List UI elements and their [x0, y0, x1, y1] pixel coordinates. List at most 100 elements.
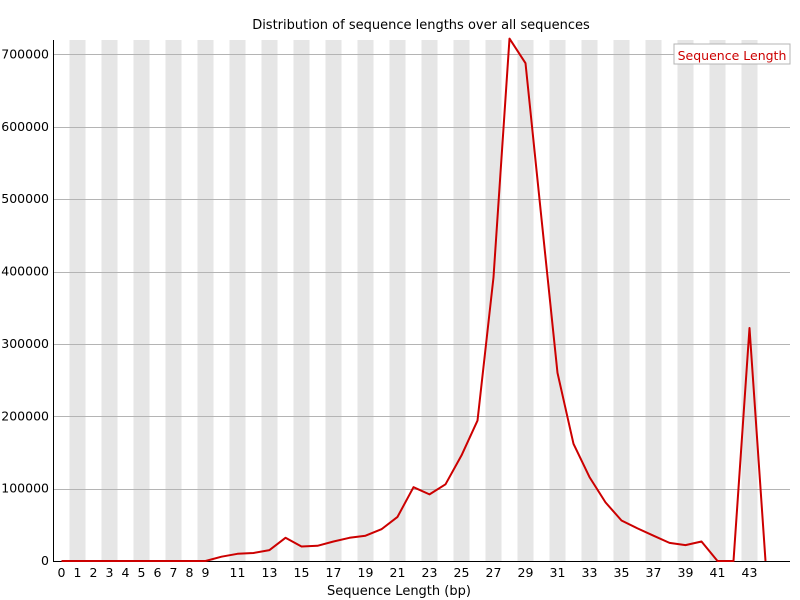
column-bands	[69, 40, 758, 561]
data-point	[509, 38, 511, 40]
data-point	[429, 493, 431, 495]
legend-box	[673, 43, 791, 65]
data-point	[765, 560, 767, 562]
column-band	[165, 40, 182, 561]
column-band	[421, 40, 438, 561]
x-tick-label: 8	[186, 565, 194, 580]
x-tick-label: 6	[154, 565, 162, 580]
x-tick-label: 29	[518, 565, 534, 580]
data-point	[413, 486, 415, 488]
column-band	[581, 40, 598, 561]
column-band	[133, 40, 150, 561]
data-point	[285, 537, 287, 539]
data-point	[253, 552, 255, 554]
column-band	[485, 40, 502, 561]
legend-label: Sequence Length	[678, 48, 787, 63]
x-tick-label: 21	[390, 565, 406, 580]
data-point	[157, 560, 159, 562]
x-tick-label: 33	[582, 565, 598, 580]
data-point	[77, 560, 79, 562]
data-point	[749, 327, 751, 329]
data-point	[653, 535, 655, 537]
data-point	[493, 276, 495, 278]
x-axis-ticks: 0 1 2 3 4 5 6 7 8 9 11 13 15 17 19 21 23 25 27 29 31 33 35 37 39…	[58, 565, 758, 580]
column-band	[613, 40, 630, 561]
data-point	[141, 560, 143, 562]
y-tick-label: 0	[41, 553, 49, 568]
column-band	[101, 40, 118, 561]
column-band	[197, 40, 214, 561]
data-point	[173, 560, 175, 562]
column-band	[69, 40, 86, 561]
x-tick-label: 17	[326, 565, 342, 580]
data-point	[205, 560, 207, 562]
legend: Sequence Length	[673, 43, 791, 65]
x-tick-label: 15	[294, 565, 310, 580]
data-point	[109, 560, 111, 562]
column-band	[293, 40, 310, 561]
x-tick-label: 27	[486, 565, 502, 580]
x-tick-label: 3	[106, 565, 114, 580]
column-band	[325, 40, 342, 561]
data-point	[237, 553, 239, 555]
data-point	[525, 62, 527, 64]
x-tick-label: 11	[230, 565, 246, 580]
series-line-sequence-length	[61, 37, 767, 562]
data-point	[445, 483, 447, 485]
data-point	[685, 544, 687, 546]
data-point	[637, 527, 639, 529]
data-point	[717, 560, 719, 562]
data-point	[269, 549, 271, 551]
data-point	[333, 540, 335, 542]
data-point	[621, 519, 623, 521]
y-tick-label: 700000	[1, 46, 49, 61]
column-band	[357, 40, 374, 561]
data-point	[397, 516, 399, 518]
x-tick-label: 35	[614, 565, 630, 580]
x-tick-label: 4	[122, 565, 130, 580]
column-band	[741, 40, 758, 561]
x-tick-label: 39	[678, 565, 694, 580]
x-tick-label: 31	[550, 565, 566, 580]
data-point	[317, 545, 319, 547]
data-point	[221, 556, 223, 558]
data-point	[669, 542, 671, 544]
data-point	[189, 560, 191, 562]
column-band	[677, 40, 694, 561]
y-tick-label: 500000	[1, 191, 49, 206]
chart-title: Distribution of sequence lengths over al…	[252, 18, 590, 33]
data-point	[461, 454, 463, 456]
data-point	[349, 537, 351, 539]
data-point	[381, 528, 383, 530]
x-tick-label: 23	[422, 565, 438, 580]
x-tick-label: 9	[202, 565, 210, 580]
data-point	[701, 540, 703, 542]
x-tick-label: 0	[58, 565, 66, 580]
y-tick-label: 100000	[1, 481, 49, 496]
y-tick-label: 400000	[1, 264, 49, 279]
x-tick-label: 37	[646, 565, 662, 580]
column-band	[549, 40, 566, 561]
data-point	[605, 501, 607, 503]
data-point	[573, 443, 575, 445]
column-band	[453, 40, 470, 561]
x-tick-label: 41	[710, 565, 726, 580]
column-band	[645, 40, 662, 561]
column-band	[229, 40, 246, 561]
data-point	[541, 218, 543, 220]
data-point	[477, 420, 479, 422]
data-point	[733, 560, 735, 562]
data-point	[93, 560, 95, 562]
y-tick-label: 200000	[1, 408, 49, 423]
x-tick-label: 7	[170, 565, 178, 580]
y-tick-label: 600000	[1, 119, 49, 134]
data-point	[301, 546, 303, 548]
data-point	[125, 560, 127, 562]
x-axis-label: Sequence Length (bp)	[327, 584, 471, 599]
column-band	[389, 40, 406, 561]
y-axis-ticks: 0 100000 200000 300000 400000 500000 600000 700…	[1, 46, 49, 568]
x-tick-label: 13	[262, 565, 278, 580]
data-point	[61, 560, 63, 562]
x-tick-label: 19	[358, 565, 374, 580]
